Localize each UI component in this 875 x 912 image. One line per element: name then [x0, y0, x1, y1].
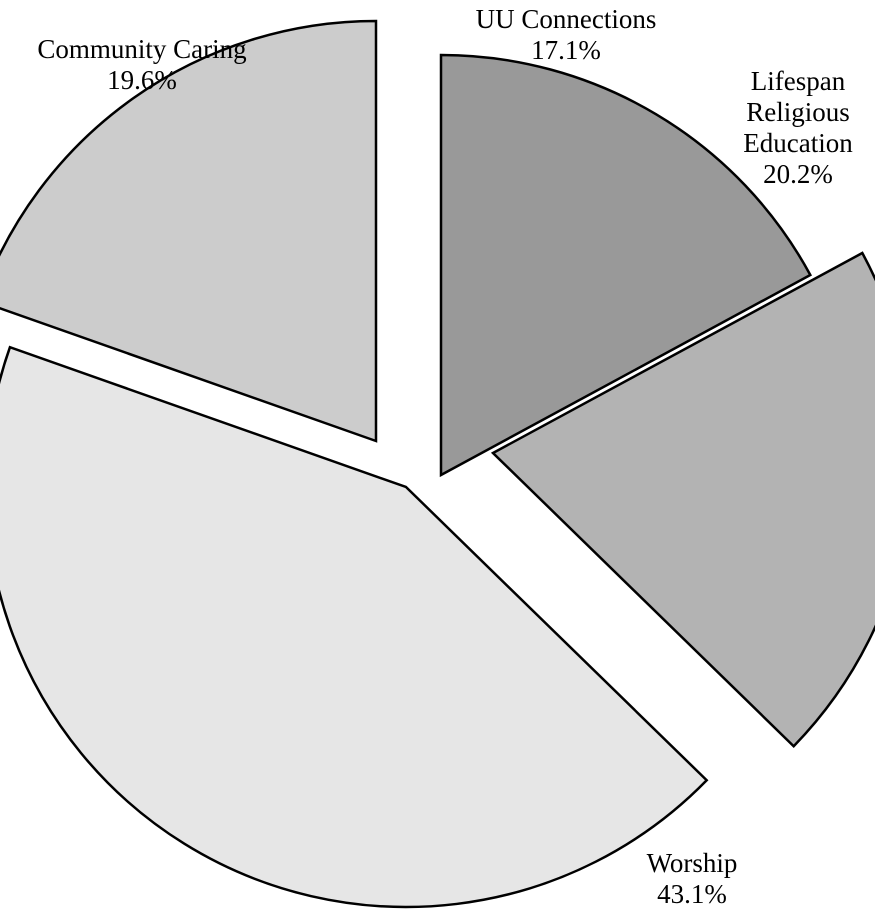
pie-slice-uu-connections-percent: 17.1%	[531, 35, 601, 65]
pie-slice-community-caring	[0, 19, 378, 443]
slices-layer	[0, 19, 875, 909]
pie-slice-community-caring-label: Community Caring 19.6%	[37, 34, 246, 95]
pie-slice-lifespan-religious-education-name: Education	[743, 128, 853, 158]
pie-slice-lifespan-religious-education-percent: 20.2%	[763, 159, 833, 189]
pie-slice-worship-label: Worship 43.1%	[647, 848, 738, 909]
pie-slice-lifespan-religious-education-name: Lifespan	[751, 66, 846, 96]
labels-layer: UU Connections 17.1% Lifespan Religious Educ…	[37, 4, 853, 909]
pie-slice-lifespan-religious-education	[490, 251, 875, 748]
pie-slice-uu-connections-name: UU Connections	[476, 4, 657, 34]
pie-slice-worship-name: Worship	[647, 848, 738, 878]
pie-slice-uu-connections-label: UU Connections 17.1%	[476, 4, 657, 65]
pie-slice-worship-percent: 43.1%	[657, 879, 727, 909]
pie-slice-lifespan-religious-education-name: Religious	[746, 97, 850, 127]
pie-slice-uu-connections	[439, 53, 813, 478]
pie-slice-community-caring-percent: 19.6%	[107, 65, 177, 95]
pie-slice-worship	[0, 345, 709, 909]
pie-slice-community-caring-name: Community Caring	[37, 34, 246, 64]
pie-slice-lifespan-religious-education-label: Lifespan Religious Education 20.2%	[743, 66, 853, 189]
